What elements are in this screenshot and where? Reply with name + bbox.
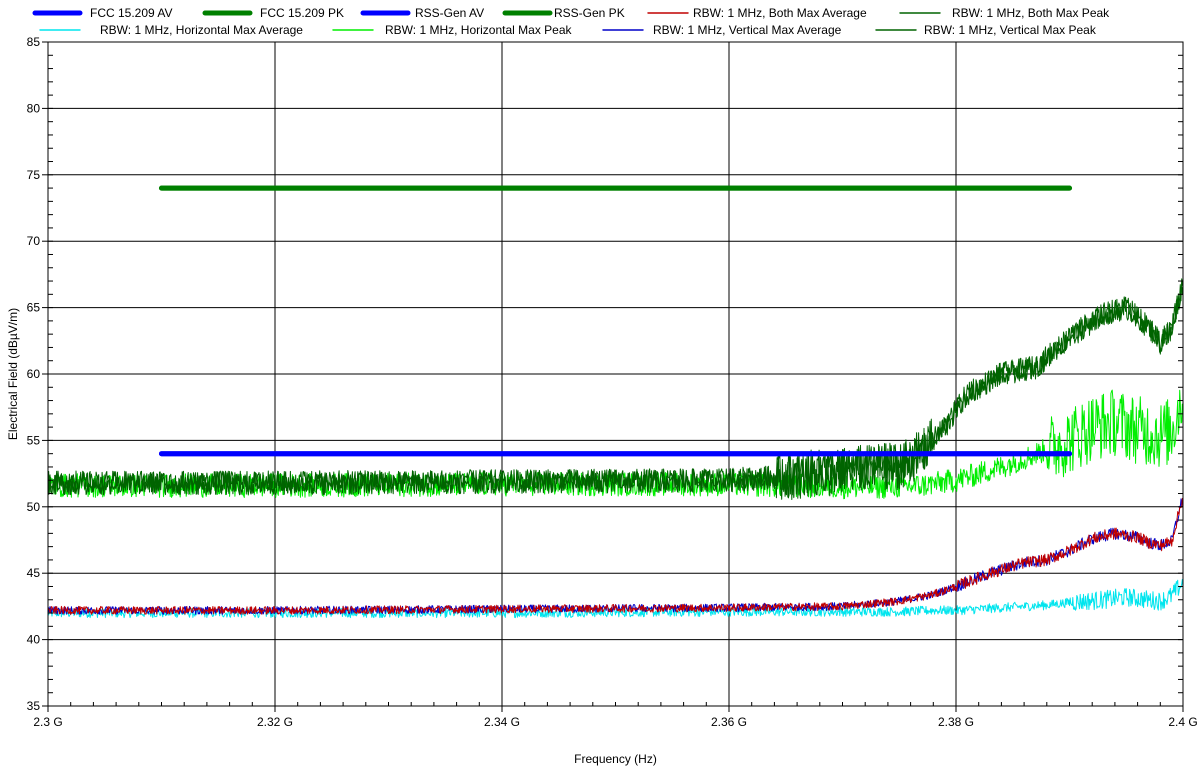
legend-item-rbw-1-mhz-horizontal-max-average: RBW: 1 MHz, Horizontal Max Average xyxy=(39,23,303,37)
y-tick-label: 50 xyxy=(27,500,41,514)
legend-item-rbw-1-mhz-both-max-peak: RBW: 1 MHz, Both Max Peak xyxy=(899,6,1110,20)
legend-label: RBW: 1 MHz, Both Max Average xyxy=(693,6,867,20)
legend-item-fcc-15-209-pk: FCC 15.209 PK xyxy=(202,6,344,20)
y-tick-label: 45 xyxy=(27,566,41,580)
legend-label: RSS-Gen PK xyxy=(554,6,625,20)
legend-item-rss-gen-pk: RSS-Gen PK xyxy=(502,6,625,20)
legend-label: FCC 15.209 PK xyxy=(260,6,344,20)
series-rbw-1-mhz-both-max-average-line xyxy=(47,497,1184,615)
legend-item-fcc-15-209-av: FCC 15.209 AV xyxy=(32,6,173,20)
legend-item-rbw-1-mhz-vertical-max-peak: RBW: 1 MHz, Vertical Max Peak xyxy=(875,23,1097,37)
legend-label: RBW: 1 MHz, Vertical Max Peak xyxy=(924,23,1097,37)
x-tick-label: 2.3 G xyxy=(33,715,62,729)
x-tick-label: 2.32 G xyxy=(257,715,293,729)
legend-item-rbw-1-mhz-horizontal-max-peak: RBW: 1 MHz, Horizontal Max Peak xyxy=(332,23,572,37)
legend-label: FCC 15.209 AV xyxy=(90,6,173,20)
x-tick-label: 2.38 G xyxy=(938,715,974,729)
legend-label: RBW: 1 MHz, Both Max Peak xyxy=(952,6,1110,20)
y-tick-label: 70 xyxy=(27,234,41,248)
legend-label: RBW: 1 MHz, Horizontal Max Peak xyxy=(385,23,572,37)
legend: FCC 15.209 AV FCC 15.209 PK RSS-Gen AV RSS-… xyxy=(32,6,1110,37)
x-tick-label: 2.4 G xyxy=(1168,715,1197,729)
y-tick-label: 55 xyxy=(27,433,41,447)
y-tick-label: 65 xyxy=(27,301,41,315)
y-tick-label: 85 xyxy=(27,35,41,49)
x-tick-label: 2.34 G xyxy=(484,715,520,729)
legend-label: RBW: 1 MHz, Vertical Max Average xyxy=(653,23,842,37)
axes: 2.3 G 2.32 G 2.34 G 2.36 G 2.38 G 2.4 G 35 40 45… xyxy=(27,35,1198,729)
y-tick-label: 60 xyxy=(27,367,41,381)
legend-item-rbw-1-mhz-both-max-average: RBW: 1 MHz, Both Max Average xyxy=(647,6,867,20)
series-layer xyxy=(47,185,1184,619)
legend-label: RBW: 1 MHz, Horizontal Max Average xyxy=(100,23,303,37)
series-rbw-1-mhz-both-max-peak-line xyxy=(47,282,1184,500)
y-axis-title: Electrical Field (dBµV/m) xyxy=(6,308,20,440)
legend-item-rss-gen-av: RSS-Gen AV xyxy=(360,6,484,20)
y-tick-label: 35 xyxy=(27,699,41,713)
y-tick-label: 40 xyxy=(27,633,41,647)
legend-item-rbw-1-mhz-vertical-max-average: RBW: 1 MHz, Vertical Max Average xyxy=(602,23,842,37)
y-tick-label: 75 xyxy=(27,168,41,182)
y-tick-label: 80 xyxy=(27,101,41,115)
x-axis-title: Frequency (Hz) xyxy=(574,752,657,766)
legend-label: RSS-Gen AV xyxy=(415,6,484,20)
x-tick-label: 2.36 G xyxy=(711,715,747,729)
